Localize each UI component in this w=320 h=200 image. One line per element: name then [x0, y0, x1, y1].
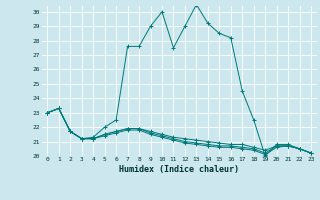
- X-axis label: Humidex (Indice chaleur): Humidex (Indice chaleur): [119, 165, 239, 174]
